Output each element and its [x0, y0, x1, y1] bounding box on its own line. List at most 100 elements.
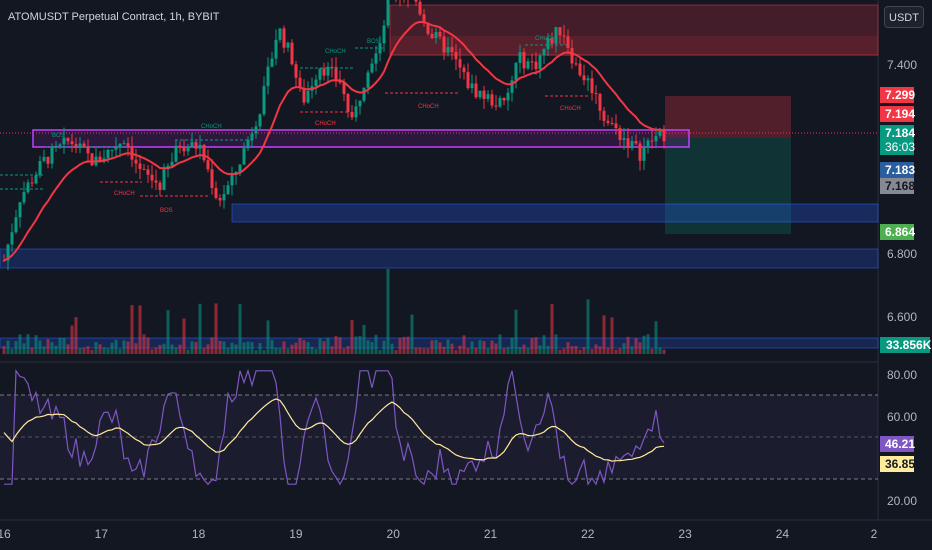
volume-bar	[362, 324, 366, 354]
volume-bar	[82, 347, 86, 354]
candle-body	[186, 146, 190, 152]
volume-bar	[182, 318, 186, 354]
volume-bar	[650, 348, 654, 354]
candle-body	[642, 147, 646, 161]
volume-bar	[262, 349, 266, 354]
market-structure: BOS CHoCH BOS CHoCH CHoCH CHoCH BOS CHoC…	[0, 36, 590, 214]
volume-bar	[230, 342, 234, 354]
volume-bar	[574, 346, 578, 354]
candle-body	[146, 169, 150, 175]
supply-zone[interactable]	[389, 4, 879, 56]
time-tick-label: 18	[192, 527, 206, 541]
candle-body	[490, 94, 494, 106]
candle-body	[462, 67, 466, 73]
demand-zone-lower[interactable]	[0, 248, 879, 269]
volume-bar	[610, 317, 614, 354]
volume-bar	[74, 317, 78, 354]
rsi-tag: 36.85	[880, 456, 915, 472]
candle-body	[278, 28, 282, 40]
take-profit-zone[interactable]	[665, 138, 791, 234]
time-tick-label: 24	[776, 527, 790, 541]
choch-label: CHoCH	[325, 49, 346, 55]
candle-body	[206, 160, 210, 170]
candle-body	[194, 142, 198, 149]
rsi-axis-ticks: 80.00 60.00 20.00	[887, 368, 917, 508]
time-tick-label: 21	[484, 527, 498, 541]
candle-body	[610, 123, 614, 125]
candle-body	[514, 62, 518, 81]
volume-bar	[382, 340, 386, 354]
candle-body	[26, 182, 30, 193]
volume-bar	[498, 334, 502, 354]
volume-bar	[62, 338, 66, 354]
volume-bar	[194, 342, 198, 354]
candle-body	[558, 27, 562, 36]
candle-body	[634, 141, 638, 144]
candle-body	[662, 128, 666, 142]
candle-body	[38, 161, 42, 176]
candle-body	[306, 90, 310, 103]
candle-body	[618, 128, 622, 141]
volume-bar	[634, 337, 638, 354]
volume-bar	[138, 305, 142, 354]
volume-bar	[606, 347, 610, 354]
candle-body	[438, 32, 442, 37]
candle-body	[482, 90, 486, 99]
candle-body	[118, 143, 122, 148]
volume-bar	[110, 342, 114, 354]
candle-body	[350, 112, 354, 118]
volume-bar	[70, 325, 74, 354]
candle-body	[586, 78, 590, 81]
volume-bar	[378, 349, 382, 354]
volume-bar	[50, 342, 54, 354]
volume-bar	[150, 349, 154, 354]
volume-bar	[654, 321, 658, 354]
candle-body	[238, 164, 242, 172]
volume-bar	[258, 343, 262, 354]
volume-bar	[414, 347, 418, 354]
candle-body	[214, 187, 218, 199]
price-tag-text: 6.864	[885, 225, 915, 239]
volume-bar	[78, 347, 82, 354]
volume-bar	[22, 343, 26, 354]
volume-bar	[658, 347, 662, 354]
candle-body	[506, 92, 510, 101]
demand-zone-upper[interactable]	[231, 203, 879, 223]
candle-body	[90, 153, 94, 166]
price-tag-text: 7.194	[885, 107, 915, 121]
stop-loss-zone[interactable]	[665, 96, 791, 138]
price-tag-text: 7.183	[885, 163, 915, 177]
time-axis-ticks[interactable]: 16 17 18 19 20 21 22 23 24 2	[0, 527, 878, 541]
volume-bar	[406, 336, 410, 354]
rsi-tick-label: 60.00	[887, 410, 917, 424]
candle-body	[22, 192, 26, 203]
candle-body	[18, 202, 22, 218]
volume-bar	[522, 344, 526, 354]
price-tag-text: 7.168	[885, 179, 915, 193]
candle-body	[330, 66, 334, 68]
candle-body	[450, 47, 454, 52]
volume-bar	[494, 343, 498, 354]
candle-body	[10, 232, 14, 245]
volume-bar	[550, 304, 554, 354]
candle-body	[538, 55, 542, 70]
volume-bar	[346, 346, 350, 354]
volume-bar	[486, 348, 490, 354]
candle-body	[502, 97, 506, 101]
rsi-tag-text: 36.85	[885, 457, 915, 471]
time-tick-label: 19	[289, 527, 303, 541]
candle-body	[106, 149, 110, 159]
rsi-axis-tags: 46.21 36.85	[880, 436, 915, 472]
volume-bar	[246, 341, 250, 354]
candle-body	[598, 93, 602, 111]
candle-body	[178, 145, 182, 148]
candle-body	[578, 63, 582, 76]
volume-bar	[482, 341, 486, 354]
currency-button[interactable]: USDT	[884, 6, 924, 28]
candle-body	[594, 93, 598, 95]
candle-body	[54, 145, 58, 148]
candlesticks	[2, 0, 666, 271]
volume-bar	[322, 341, 326, 354]
volume-bar	[254, 349, 258, 354]
